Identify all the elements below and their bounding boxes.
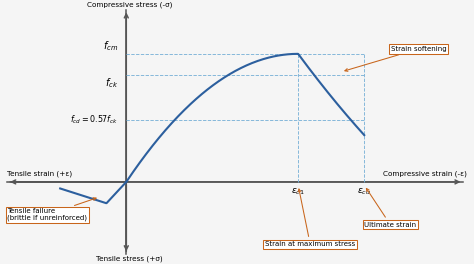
- Text: Strain softening: Strain softening: [345, 46, 447, 71]
- Text: Compressive strain (-ε): Compressive strain (-ε): [383, 171, 467, 177]
- Text: $\varepsilon_{cu}$: $\varepsilon_{cu}$: [357, 187, 371, 197]
- Text: $\varepsilon_{c1}$: $\varepsilon_{c1}$: [291, 187, 305, 197]
- Text: $f_{cd} = 0.57f_{ck}$: $f_{cd} = 0.57f_{ck}$: [70, 113, 118, 126]
- Text: $f_{ck}$: $f_{ck}$: [105, 76, 118, 90]
- Text: Tensile failure
(brittle if unreinforced): Tensile failure (brittle if unreinforced…: [7, 198, 96, 221]
- Text: Tensile strain (+ε): Tensile strain (+ε): [7, 171, 73, 177]
- Text: Ultimate strain: Ultimate strain: [364, 188, 416, 228]
- Text: Strain at maximum stress: Strain at maximum stress: [265, 189, 356, 247]
- Text: $f_{cm}$: $f_{cm}$: [103, 39, 118, 53]
- Text: Compressive stress (-σ): Compressive stress (-σ): [87, 1, 172, 8]
- Text: Tensile stress (+σ): Tensile stress (+σ): [96, 256, 163, 262]
